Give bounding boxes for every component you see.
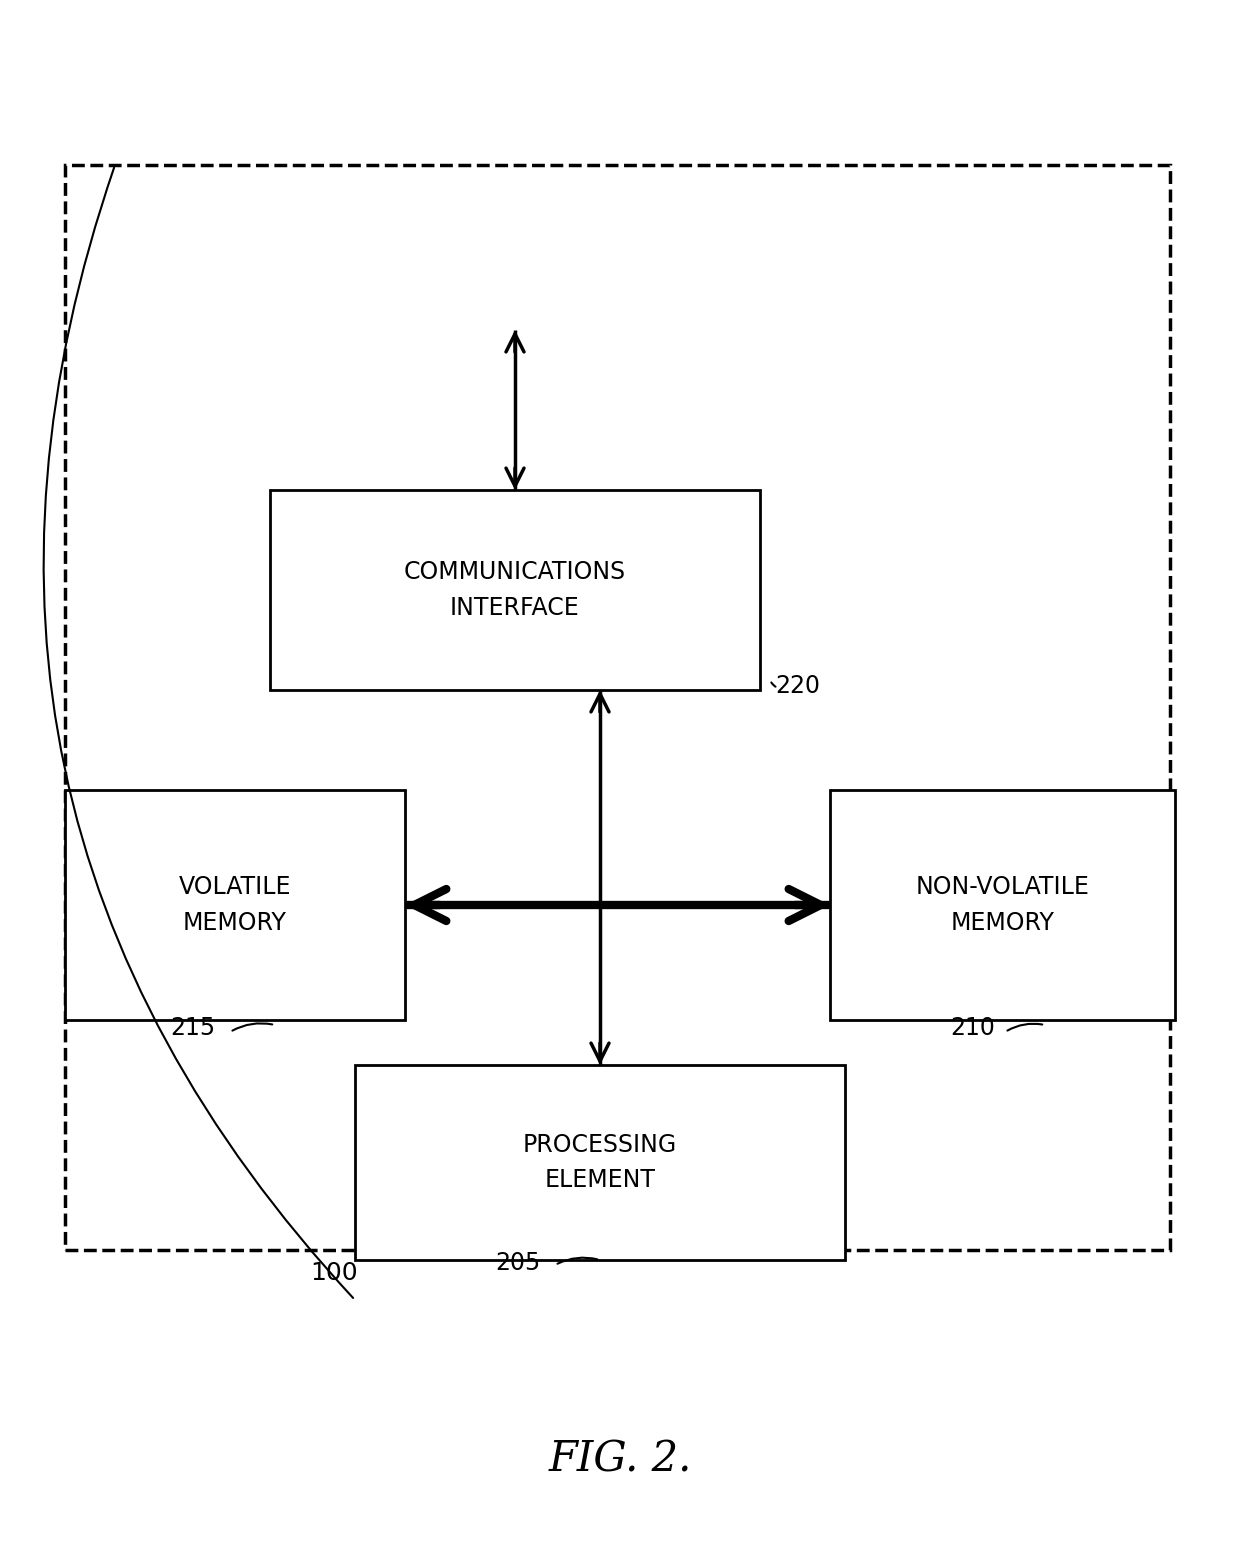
Text: 205: 205 (495, 1251, 541, 1274)
Bar (270, 490, 760, 689)
Bar (355, 1064, 844, 1260)
Bar (64, 165, 1171, 1249)
Text: 210: 210 (950, 1016, 994, 1039)
Text: NON-VOLATILE
MEMORY: NON-VOLATILE MEMORY (915, 876, 1090, 935)
Bar (64, 790, 405, 1021)
Text: COMMUNICATIONS
INTERFACE: COMMUNICATIONS INTERFACE (404, 560, 626, 619)
Text: PROCESSING
ELEMENT: PROCESSING ELEMENT (523, 1133, 677, 1192)
Text: VOLATILE
MEMORY: VOLATILE MEMORY (179, 876, 291, 935)
Text: FIG. 2.: FIG. 2. (548, 1439, 692, 1481)
Text: 100: 100 (310, 1260, 357, 1285)
Text: 215: 215 (170, 1016, 215, 1039)
Bar (830, 790, 1176, 1021)
Text: 220: 220 (775, 674, 820, 699)
